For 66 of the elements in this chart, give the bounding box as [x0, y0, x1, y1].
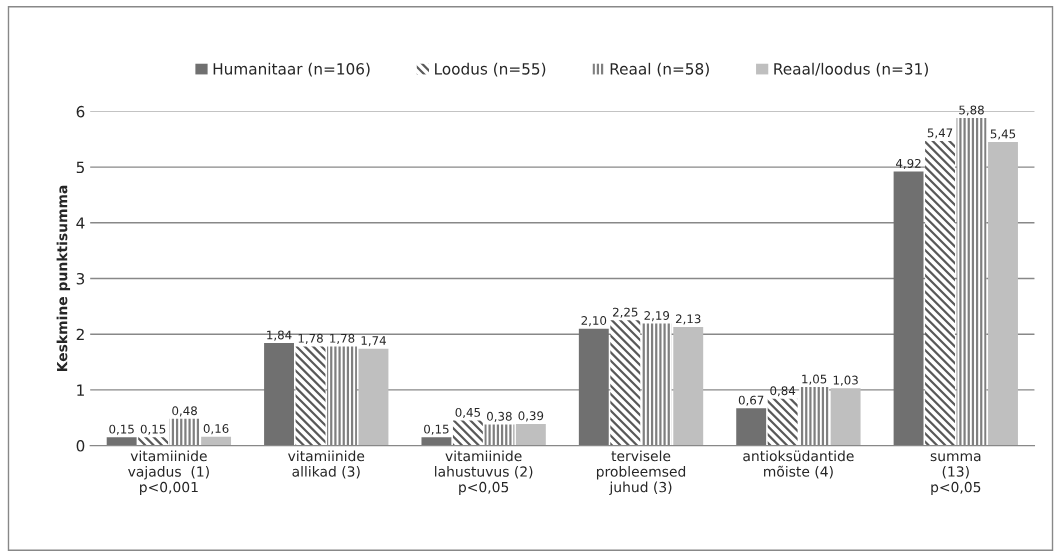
data-label: 4,92: [896, 158, 921, 170]
data-label: 0,15: [140, 424, 166, 435]
bar: [201, 436, 232, 446]
bar: [578, 328, 609, 446]
x-tick-label: vitamiinide allikad (3): [288, 450, 365, 479]
data-label: 0,67: [738, 395, 764, 406]
y-tick-label: 4: [76, 217, 85, 229]
x-tick-label: antioksüdantide mõiste (4): [743, 450, 854, 479]
bar: [138, 437, 169, 446]
bar: [515, 423, 546, 446]
bar: [264, 343, 294, 446]
bar: [988, 142, 1018, 446]
bar: [736, 408, 767, 446]
data-label: 0,38: [487, 411, 512, 422]
data-label: 5,45: [990, 129, 1016, 140]
x-tick-label: vitamiinide vajadus (1) p<0,001: [128, 450, 209, 496]
y-tick-label: 5: [76, 161, 84, 174]
data-label: 0,45: [455, 407, 481, 419]
bar: [767, 398, 798, 446]
bar: [925, 140, 955, 446]
data-label: 1,74: [361, 336, 386, 347]
y-tick-label: 6: [76, 105, 85, 118]
bar: [641, 323, 672, 446]
bar: [830, 388, 861, 446]
y-tick-label: 2: [76, 328, 84, 340]
data-label: 0,15: [109, 424, 134, 435]
data-label: 2,25: [613, 307, 638, 318]
legend-label: Loodus (n=55): [435, 62, 546, 77]
bar: [452, 420, 483, 446]
data-label: 2,19: [644, 311, 670, 322]
y-tick-label: 0: [76, 440, 85, 452]
x-tick-label: vitamiinide lahustuvus (2) p<0,05: [435, 450, 533, 496]
data-label: 1,78: [298, 333, 323, 344]
legend-label: Reaal/loodus (n=31): [774, 62, 928, 77]
data-label: 5,47: [927, 128, 953, 139]
bar: [169, 418, 200, 446]
data-label: 1,03: [833, 375, 858, 386]
bar: [295, 346, 326, 446]
data-label: 5,88: [959, 105, 984, 116]
data-label: 1,84: [267, 330, 292, 341]
bar: [327, 346, 357, 446]
bar: [106, 437, 137, 446]
legend-label: Reaal (n=58): [610, 62, 709, 77]
bar: [421, 437, 452, 446]
bar: [673, 326, 704, 446]
bar: [610, 320, 641, 446]
data-label: 1,78: [330, 333, 355, 344]
bar: [358, 348, 389, 446]
bar: [799, 387, 830, 446]
x-tick-label: tervisele probleemsed juhud (3): [596, 450, 686, 496]
x-tick-label: summa (13) p<0,05: [930, 453, 981, 496]
data-label: 0,15: [424, 424, 449, 435]
data-label: 2,13: [675, 314, 701, 325]
data-label: 0,48: [172, 406, 197, 417]
bar: [956, 118, 987, 446]
y-tick-label: 1: [77, 384, 84, 396]
bar: [893, 171, 924, 446]
data-label: 2,10: [581, 316, 607, 327]
bar: [484, 424, 515, 446]
y-axis-title: Keskmine punktisumma: [56, 185, 71, 372]
legend-label: Humanitaar (n=106): [213, 62, 370, 77]
y-tick-label: 3: [76, 272, 85, 285]
data-label: 1,05: [802, 374, 827, 385]
data-label: 0,84: [770, 386, 796, 397]
data-label: 0,39: [518, 411, 544, 422]
data-label: 0,16: [203, 424, 229, 435]
